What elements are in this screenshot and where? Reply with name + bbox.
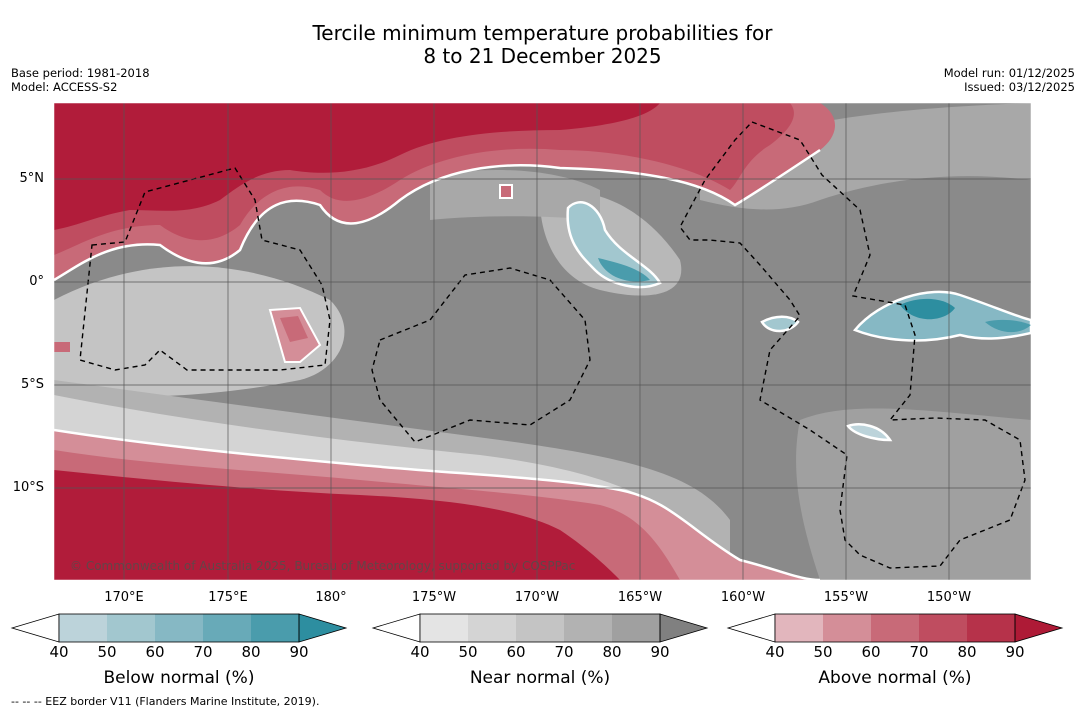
colorbar-below-normal [10, 613, 348, 643]
cb-below-60 [155, 614, 203, 642]
cb-near-60 [516, 614, 564, 642]
model-name: Model: ACCESS-S2 [11, 80, 118, 94]
map-frame [53, 102, 1032, 581]
lon-label-175e: 175°E [208, 590, 248, 605]
cb-above-70 [919, 614, 967, 642]
cb-below-tick: 70 [193, 643, 213, 661]
cb-below-50 [107, 614, 155, 642]
above-normal-south-90 [54, 470, 620, 580]
model-run: Model run: 01/12/2025 [943, 66, 1075, 80]
cb-above-tick: 50 [813, 643, 833, 661]
above-normal-island-core [280, 316, 308, 342]
cb-above-tick: 70 [909, 643, 929, 661]
cb-below-70 [203, 614, 251, 642]
cb-below-tick: 90 [289, 643, 309, 661]
copyright-notice: © Commonwealth of Australia 2025, Bureau… [70, 559, 576, 573]
near-normal-light-northeast [700, 103, 1031, 210]
eez-borders [79, 121, 1026, 569]
above-normal-contour-north [54, 148, 821, 282]
cb-above-60 [871, 614, 919, 642]
near-normal-light-southeast [796, 408, 1031, 580]
cb-near-70 [564, 614, 612, 642]
issued-date: Issued: 03/12/2025 [964, 80, 1075, 94]
cb-near-tick: 60 [506, 643, 526, 661]
meta-left: Base period: 1981-2018 Model: ACCESS-S2 [11, 66, 150, 94]
lon-label-170w: 170°W [514, 590, 560, 605]
above-normal-contour-south [54, 428, 821, 580]
cb-below-40 [59, 614, 107, 642]
below-normal-central-patch [566, 201, 662, 289]
cb-near-tick: 80 [602, 643, 622, 661]
cb-below-tick: 40 [49, 643, 69, 661]
map-title-line-2: 8 to 21 December 2025 [423, 44, 662, 68]
cb-near-40 [420, 614, 468, 642]
cb-below-tick: 50 [97, 643, 117, 661]
colorbar-near-normal [371, 613, 709, 643]
lon-label-155w: 155°W [823, 590, 869, 605]
map-title-line-1: Tercile minimum temperature probabilitie… [312, 21, 773, 45]
cb-near-80 [612, 614, 660, 642]
cb-above-50 [823, 614, 871, 642]
lat-label-10s: 10°S [12, 480, 44, 495]
near-normal-light-north [430, 170, 600, 220]
colorbar-label-below: Below normal (%) [103, 668, 255, 688]
lat-label-0: 0° [29, 274, 44, 289]
cb-above-tick: 80 [957, 643, 977, 661]
colorbar-label-above: Above normal (%) [818, 668, 972, 688]
colorbar-label-near: Near normal (%) [469, 668, 611, 688]
meta-right: Model run: 01/12/2025 Issued: 03/12/2025 [944, 66, 1075, 94]
colorbar-above-normal [726, 613, 1064, 643]
above-normal-north-90 [54, 103, 660, 230]
cb-near-tick: 40 [410, 643, 430, 661]
cb-above-tick: 90 [1005, 643, 1025, 661]
above-normal-small-north [499, 184, 513, 199]
below-normal-east-core [900, 298, 955, 320]
eez-legend-note: -- -- -- EEZ border V11 (Flanders Marine… [11, 695, 320, 708]
above-normal-edge-west [54, 342, 70, 352]
cb-near-tick: 90 [650, 643, 670, 661]
lat-label-5s: 5°S [20, 377, 44, 392]
cb-above-tick: 60 [861, 643, 881, 661]
base-period: Base period: 1981-2018 [11, 66, 150, 80]
lon-label-150w: 150°W [926, 590, 972, 605]
below-normal-small-south [845, 423, 893, 442]
lon-label-160w: 160°W [720, 590, 766, 605]
cb-near-tick: 50 [458, 643, 478, 661]
lat-label-5n: 5°N [19, 171, 45, 186]
cb-below-80 [251, 614, 299, 642]
cb-above-40 [775, 614, 823, 642]
cb-above-tick: 40 [765, 643, 785, 661]
graticule [54, 103, 1031, 580]
cb-below-tick: 80 [241, 643, 261, 661]
below-normal-east-core-2 [985, 319, 1031, 333]
cb-near-50 [468, 614, 516, 642]
lon-label-170e: 170°E [104, 590, 144, 605]
cb-above-80 [967, 614, 1015, 642]
near-normal-light-west [54, 266, 345, 397]
below-normal-central-core [598, 258, 650, 282]
lon-label-165w: 165°W [617, 590, 663, 605]
cb-near-tick: 70 [554, 643, 574, 661]
lon-label-180: 180° [315, 590, 347, 605]
lon-label-175w: 175°W [411, 590, 457, 605]
cb-below-tick: 60 [145, 643, 165, 661]
